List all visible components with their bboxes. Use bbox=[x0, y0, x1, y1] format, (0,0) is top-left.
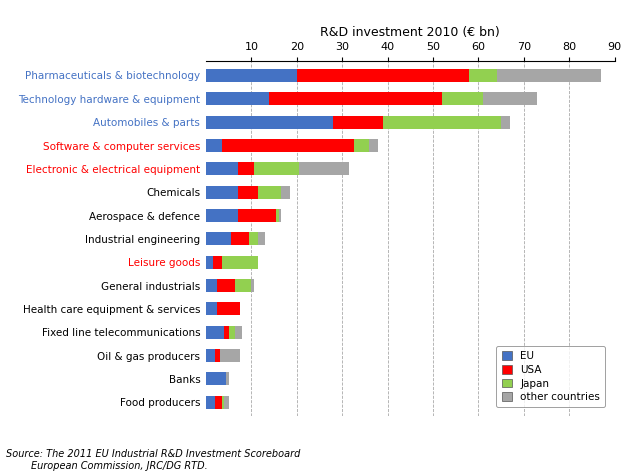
Bar bbox=[281, 186, 290, 199]
Bar bbox=[235, 326, 242, 339]
Bar bbox=[206, 279, 217, 292]
Bar bbox=[333, 116, 383, 129]
Bar bbox=[206, 69, 297, 82]
Bar bbox=[228, 326, 235, 339]
Bar bbox=[501, 116, 510, 129]
Bar bbox=[206, 326, 224, 339]
Bar bbox=[469, 69, 497, 82]
Bar bbox=[270, 92, 442, 105]
Bar bbox=[227, 372, 228, 385]
Bar bbox=[354, 139, 369, 152]
Bar bbox=[238, 162, 253, 175]
Bar bbox=[206, 186, 238, 199]
Bar bbox=[206, 349, 215, 362]
Bar bbox=[206, 209, 238, 222]
Bar bbox=[222, 139, 354, 152]
Bar bbox=[215, 349, 220, 362]
Bar bbox=[206, 116, 333, 129]
Bar bbox=[206, 396, 215, 409]
Bar bbox=[206, 302, 217, 315]
Bar bbox=[220, 349, 240, 362]
Bar bbox=[238, 209, 276, 222]
Bar bbox=[222, 256, 258, 269]
Bar bbox=[206, 139, 222, 152]
Bar bbox=[258, 186, 281, 199]
Bar bbox=[258, 232, 265, 245]
Bar bbox=[206, 92, 270, 105]
Bar bbox=[278, 209, 281, 222]
Text: Source: The 2011 EU Industrial R&D Investment Scoreboard
        European Commis: Source: The 2011 EU Industrial R&D Inves… bbox=[6, 449, 301, 471]
Legend: EU, USA, Japan, other countries: EU, USA, Japan, other countries bbox=[496, 346, 605, 407]
Bar bbox=[224, 326, 228, 339]
Bar bbox=[235, 279, 251, 292]
Bar bbox=[217, 279, 235, 292]
Bar bbox=[383, 116, 501, 129]
Bar bbox=[222, 396, 224, 409]
Bar bbox=[253, 162, 299, 175]
Bar bbox=[206, 372, 227, 385]
Bar bbox=[215, 396, 222, 409]
Bar bbox=[251, 279, 253, 292]
Bar bbox=[276, 209, 278, 222]
Bar bbox=[238, 186, 258, 199]
Bar bbox=[224, 396, 228, 409]
Bar bbox=[213, 256, 222, 269]
Bar bbox=[206, 256, 213, 269]
Bar bbox=[442, 92, 483, 105]
Bar bbox=[217, 302, 240, 315]
Bar bbox=[206, 162, 238, 175]
Bar bbox=[299, 162, 349, 175]
Bar bbox=[497, 69, 601, 82]
Bar bbox=[249, 232, 258, 245]
X-axis label: R&D investment 2010 (€ bn): R&D investment 2010 (€ bn) bbox=[320, 26, 500, 38]
Bar bbox=[297, 69, 469, 82]
Bar bbox=[206, 232, 231, 245]
Bar bbox=[231, 232, 249, 245]
Bar bbox=[483, 92, 537, 105]
Bar bbox=[369, 139, 379, 152]
